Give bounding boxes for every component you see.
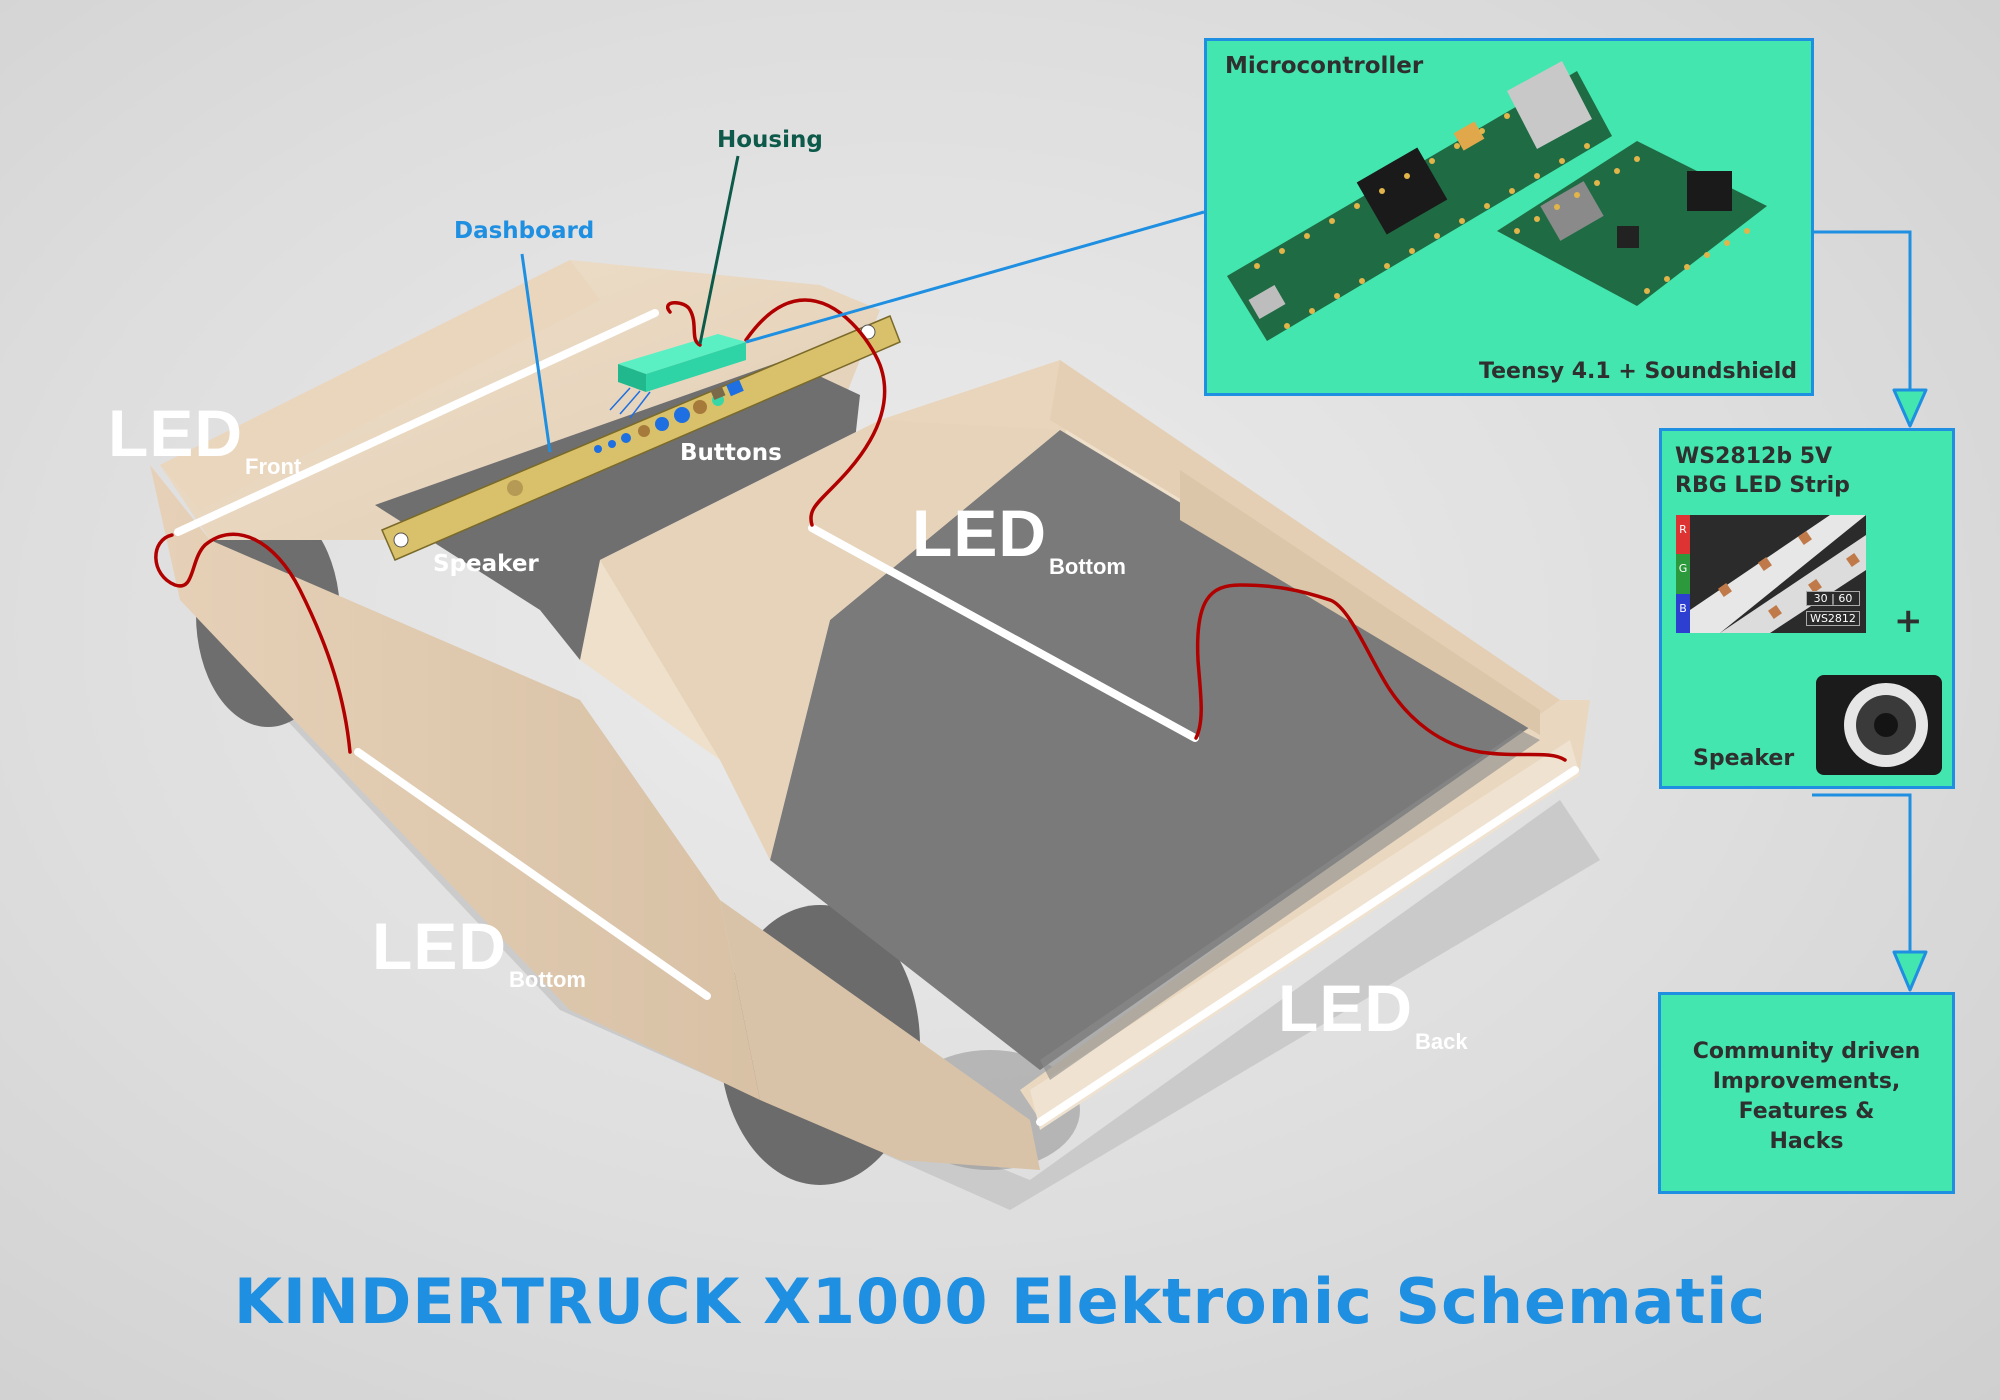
rgb-r: R	[1676, 515, 1690, 554]
led-strip-bottom-top	[808, 524, 1199, 742]
led-strip-graphic	[1690, 515, 1866, 633]
wire-dashboard-bottom	[744, 298, 887, 527]
led-strip-title-line1: WS2812b 5V	[1675, 444, 1833, 469]
dashboard	[381, 315, 901, 561]
housing-label: Housing	[717, 127, 823, 153]
community-line: Features &	[1738, 1099, 1875, 1124]
led-strip-panel: WS2812b 5V RBG LED Strip R G B 30 | 60 W…	[1659, 428, 1955, 789]
led-strip-title-line2: RBG LED Strip	[1675, 473, 1850, 498]
community-line: Hacks	[1769, 1129, 1844, 1154]
teensy-boards	[1227, 61, 1767, 341]
strip-density-tag: 30 | 60	[1806, 591, 1860, 606]
led-bottom-left-label: LEDBottom	[372, 913, 586, 991]
connectors	[745, 210, 1912, 955]
community-line: Improvements,	[1712, 1069, 1901, 1094]
plus-sign: +	[1894, 601, 1923, 641]
led-strip-bottom-left	[354, 748, 711, 1000]
community-panel: Community driven Improvements, Features …	[1658, 992, 1955, 1194]
microcontroller-panel: Microcontroller Teensy 4.1 + Sounds	[1204, 38, 1814, 396]
teensy-board-icon	[1227, 61, 1612, 341]
speaker-label: Speaker	[433, 551, 539, 577]
led-sub-text: Bottom	[509, 967, 586, 992]
speaker-dot	[507, 480, 523, 496]
wire-front	[154, 532, 352, 754]
connector-mcu-to-ledstrip	[1813, 230, 1912, 392]
buttons-label: Buttons	[680, 440, 782, 466]
led-strip-front	[174, 309, 659, 536]
led-sub-text: Front	[245, 454, 302, 479]
led-sub-text: Bottom	[1049, 554, 1126, 579]
microcontroller-title: Microcontroller	[1225, 53, 1424, 79]
dashboard-label: Dashboard	[454, 218, 595, 244]
wire-back	[1194, 583, 1567, 762]
rgb-b: B	[1676, 594, 1690, 633]
led-main-text: LED	[372, 909, 507, 983]
arrow-down-icon	[1892, 950, 1928, 992]
wiring	[154, 298, 1567, 762]
led-front-label: LEDFront	[108, 400, 301, 478]
connector-dashboard-to-mcu	[745, 210, 1205, 344]
rgb-g: G	[1676, 554, 1690, 594]
connector-ledstrip-to-community	[1812, 793, 1912, 955]
led-bottom-top-label: LEDBottom	[912, 500, 1126, 578]
dashboard-buttons	[594, 379, 744, 453]
soundshield-board-icon	[1497, 141, 1767, 306]
speaker-icon	[1816, 675, 1942, 775]
community-line: Community driven	[1692, 1039, 1921, 1064]
led-sub-text: Back	[1415, 1029, 1468, 1054]
led-main-text: LED	[1278, 971, 1413, 1045]
housing	[609, 334, 746, 419]
speaker-panel-label: Speaker	[1693, 746, 1795, 771]
rgb-bar: R G B	[1676, 515, 1690, 633]
led-main-text: LED	[912, 496, 1047, 570]
led-back-label: LEDBack	[1278, 975, 1468, 1053]
led-strips	[174, 309, 1579, 1126]
microcontroller-caption: Teensy 4.1 + Soundshield	[1479, 359, 1797, 384]
strip-model-tag: WS2812	[1806, 611, 1860, 626]
community-text: Community driven Improvements, Features …	[1661, 1037, 1952, 1157]
led-strip-image: R G B 30 | 60 WS2812	[1676, 515, 1866, 633]
led-main-text: LED	[108, 396, 243, 470]
wire-housing	[666, 301, 702, 347]
arrow-down-icon	[1892, 388, 1928, 428]
arrowheads	[1892, 388, 1928, 992]
page-title: KINDERTRUCK X1000 Elektronic Schematic	[233, 1265, 1767, 1338]
led-strip-back	[1036, 766, 1579, 1126]
